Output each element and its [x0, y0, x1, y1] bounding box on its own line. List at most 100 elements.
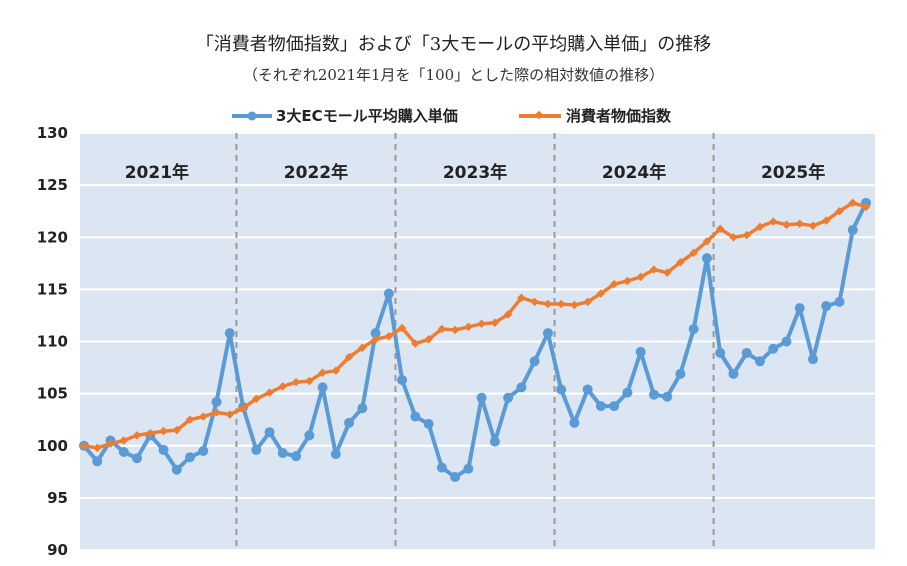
data-point — [305, 376, 314, 386]
data-point — [556, 299, 566, 309]
y-tick-label: 100 — [37, 437, 68, 455]
chart-subtitle: （それぞれ2021年1月を「100」とした際の相対数値の推移） — [242, 66, 665, 84]
year-label: 2025年 — [761, 162, 825, 183]
legend-label-ec: 3大ECモール平均購入単価 — [276, 107, 458, 125]
data-point — [463, 463, 474, 474]
data-point — [358, 343, 367, 352]
data-point — [132, 453, 143, 464]
data-point — [146, 428, 155, 438]
data-point — [570, 300, 579, 310]
data-point — [79, 441, 89, 450]
data-point — [277, 448, 288, 459]
y-tick-label: 125 — [37, 176, 68, 194]
data-point — [278, 382, 288, 391]
legend-ec-marker — [247, 111, 257, 121]
data-point — [662, 268, 672, 277]
data-point — [224, 328, 235, 339]
data-point — [397, 375, 408, 386]
data-point — [238, 403, 248, 413]
series-layer — [79, 197, 871, 483]
grid-lines — [80, 132, 875, 551]
data-point — [635, 346, 646, 357]
data-point — [542, 328, 553, 339]
data-point — [171, 464, 182, 475]
data-point — [807, 354, 818, 365]
data-point — [489, 436, 500, 447]
data-point — [291, 377, 301, 387]
y-tick-label: 115 — [37, 280, 68, 298]
data-point — [423, 418, 434, 429]
data-point — [437, 324, 447, 334]
data-point — [583, 297, 592, 307]
data-point — [476, 392, 487, 403]
data-point — [648, 389, 659, 400]
data-point — [490, 318, 500, 327]
data-point — [701, 253, 712, 264]
data-point — [675, 368, 686, 379]
data-point — [344, 417, 355, 428]
y-tick-label: 90 — [47, 541, 68, 559]
data-point — [331, 366, 341, 375]
data-point — [847, 224, 858, 235]
legend: 3大ECモール平均購入単価 消費者物価指数 — [232, 107, 672, 125]
series-0 — [79, 197, 871, 483]
data-point — [251, 444, 262, 455]
data-point — [211, 396, 222, 407]
data-point — [357, 403, 368, 414]
data-point — [330, 449, 341, 460]
year-label: 2024年 — [602, 162, 666, 183]
legend-label-cpi: 消費者物価指数 — [566, 107, 672, 125]
data-point — [397, 323, 407, 333]
data-point — [252, 394, 261, 404]
year-label: 2022年 — [284, 162, 348, 183]
year-label: 2021年 — [125, 162, 189, 183]
data-point — [185, 415, 195, 424]
data-point — [384, 332, 394, 341]
year-dividers — [235, 133, 715, 550]
data-point — [450, 325, 460, 335]
data-point — [781, 336, 792, 347]
data-point — [676, 258, 685, 267]
y-tick-label: 105 — [37, 385, 68, 403]
y-tick-label: 120 — [37, 228, 68, 246]
data-point — [464, 322, 473, 332]
data-point — [119, 436, 129, 445]
data-point — [318, 368, 327, 378]
data-point — [477, 319, 486, 329]
data-point — [118, 447, 129, 458]
data-point — [649, 265, 659, 274]
y-tick-label: 95 — [47, 489, 68, 507]
data-point — [264, 427, 275, 438]
data-point — [185, 452, 196, 463]
data-point — [569, 417, 580, 428]
data-point — [450, 472, 461, 483]
data-point — [688, 323, 699, 334]
data-point — [436, 462, 447, 473]
data-point — [106, 439, 115, 448]
y-tick-label: 110 — [37, 333, 68, 351]
data-point — [609, 401, 620, 412]
data-point — [556, 384, 567, 395]
data-point — [503, 310, 513, 319]
data-point — [596, 289, 606, 298]
data-point — [198, 445, 209, 456]
data-point — [768, 343, 779, 354]
data-point — [582, 384, 593, 395]
data-point — [609, 279, 619, 289]
data-point — [132, 431, 142, 440]
data-point — [92, 456, 103, 467]
data-point — [516, 382, 527, 393]
data-point — [344, 352, 354, 362]
year-labels: 2021年 2022年 2023年 2024年 2025年 — [125, 162, 826, 183]
data-point — [530, 297, 539, 307]
data-point — [317, 382, 328, 393]
data-point — [834, 296, 845, 307]
data-point — [370, 328, 381, 339]
data-point — [517, 293, 526, 302]
data-point — [622, 387, 633, 398]
data-point — [728, 368, 739, 379]
chart-title: 「消費者物価指数」および「3大モールの平均購入単価」の推移 — [195, 34, 712, 55]
data-point — [159, 426, 168, 436]
